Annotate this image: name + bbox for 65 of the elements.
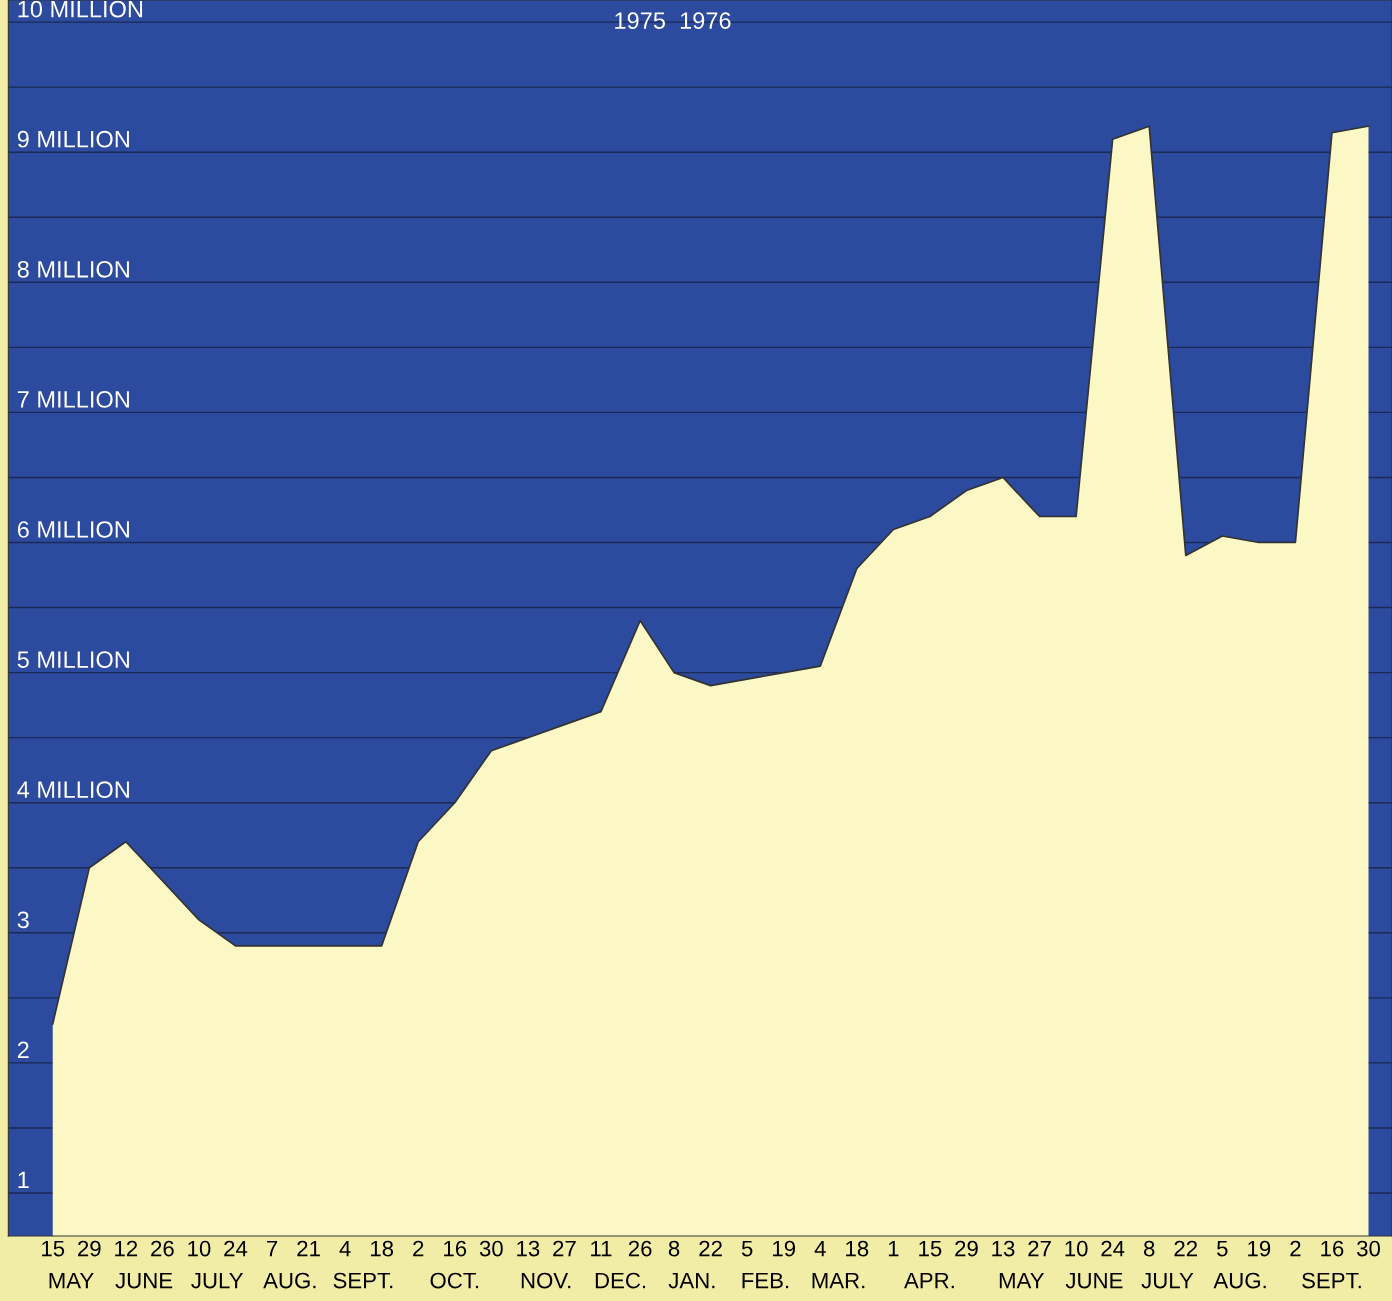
y-tick-label: 7 MILLION — [17, 391, 129, 408]
x-tick-label: 2 — [413, 1240, 424, 1257]
y-tick-label: 5 MILLION — [17, 651, 129, 668]
text: JAN. — [668, 1272, 715, 1289]
x-tick-label: 13 — [992, 1240, 1015, 1257]
x-tick-label: 8 — [668, 1240, 680, 1257]
x-tick-label: 24 — [1101, 1240, 1125, 1257]
x-tick-label: 4 — [339, 1240, 351, 1257]
y-tick-label: 4 MILLION — [17, 781, 129, 799]
y-tick-label: 1 — [18, 1171, 29, 1189]
text: JUNE — [1065, 1272, 1123, 1289]
x-tick-label: 15 — [919, 1240, 942, 1257]
x-tick-label: 24 — [224, 1240, 248, 1257]
x-tick-label: 16 — [1321, 1240, 1344, 1257]
x-tick-label: 1 — [888, 1240, 899, 1257]
x-tick-label: 21 — [297, 1240, 320, 1257]
x-tick-label: 4 — [814, 1240, 826, 1257]
x-tick-label: 13 — [517, 1240, 540, 1257]
x-tick-label: 19 — [1248, 1240, 1271, 1257]
x-tick-label: 29 — [955, 1240, 978, 1257]
x-tick-label: 7 — [266, 1240, 278, 1257]
text: AUG. — [263, 1272, 316, 1289]
text: MAR. — [812, 1272, 865, 1289]
text: APR. — [904, 1272, 954, 1289]
x-tick-label: 15 — [42, 1240, 65, 1257]
y-tick-label: 8 MILLION — [17, 260, 129, 278]
x-tick-label: 8 — [1144, 1240, 1155, 1257]
x-tick-label: 27 — [553, 1240, 576, 1257]
y-tick-label: 10 MILLION — [18, 0, 143, 18]
x-tick-label: 18 — [371, 1240, 394, 1257]
y-tick-label: 6 MILLION — [17, 521, 129, 538]
x-tick-label: 29 — [78, 1240, 101, 1257]
x-tick-label: 18 — [846, 1240, 869, 1257]
y-tick-label: 2 — [17, 1041, 29, 1059]
x-tick-label: 5 — [1217, 1240, 1228, 1257]
y-tick-label: 9 MILLION — [17, 130, 129, 148]
x-tick-label: 2 — [1290, 1240, 1301, 1257]
x-tick-label: 27 — [1028, 1240, 1051, 1257]
y-tick-label: 3 — [17, 911, 29, 929]
text: FEB. — [742, 1272, 789, 1289]
text: SEPT. — [1302, 1272, 1361, 1289]
text: JUNE — [115, 1272, 173, 1289]
x-tick-label: 12 — [115, 1240, 138, 1257]
text: AUG. — [1213, 1272, 1266, 1289]
x-tick-label: 30 — [1356, 1240, 1380, 1257]
text: DEC. — [595, 1272, 646, 1289]
chart-title: 1975 1976 — [615, 12, 731, 29]
text: SEPT. — [333, 1272, 393, 1289]
x-tick-label: 10 — [188, 1240, 211, 1257]
x-tick-label: 10 — [1065, 1240, 1088, 1257]
x-tick-label: 19 — [773, 1240, 796, 1257]
text: NOV. — [521, 1272, 571, 1289]
text: JULY — [191, 1272, 244, 1289]
x-tick-label: 5 — [741, 1240, 753, 1257]
x-tick-label: 22 — [699, 1240, 722, 1257]
x-tick-label: 26 — [151, 1240, 174, 1257]
x-tick-label: 16 — [444, 1240, 467, 1257]
text: MAY — [49, 1272, 94, 1289]
x-tick-label: 11 — [591, 1240, 612, 1257]
text: MAY — [999, 1272, 1045, 1289]
x-tick-label: 26 — [628, 1240, 652, 1257]
text: OCT. — [430, 1272, 479, 1289]
x-tick-label: 30 — [479, 1240, 503, 1257]
text: JULY — [1141, 1272, 1194, 1289]
x-tick-label: 22 — [1174, 1240, 1197, 1257]
